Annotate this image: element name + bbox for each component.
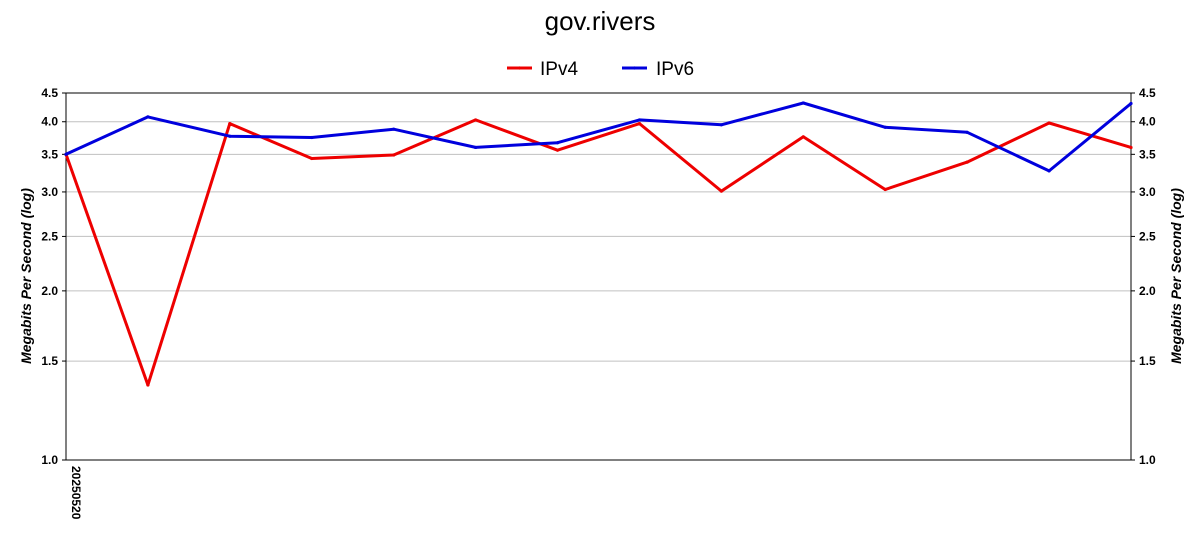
- legend-label-ipv6: IPv6: [656, 59, 694, 80]
- series-line-ipv4: [64, 118, 1132, 387]
- data-point-ipv4: [310, 156, 314, 161]
- data-point-ipv6: [719, 123, 723, 127]
- data-point-ipv4: [801, 135, 805, 139]
- y-tick-label-left: 2.0: [41, 284, 58, 298]
- data-point-ipv4: [637, 121, 642, 126]
- legend-label-ipv4: IPv4: [540, 59, 578, 80]
- y-axis-label-right: Megabits Per Second (log): [1168, 188, 1184, 364]
- y-tick-label-right: 1.5: [1139, 354, 1156, 368]
- y-axis-left: 1.0 1.5 2.0 2.5 3.0 3.5 4.0 4.5: [41, 86, 66, 467]
- data-point-ipv4: [392, 153, 396, 157]
- data-point-ipv4: [555, 148, 560, 152]
- y-tick-label-right: 1.0: [1139, 453, 1156, 467]
- data-point-ipv6: [228, 134, 232, 138]
- legend-item-ipv4: IPv4: [507, 59, 578, 80]
- series-line-ipv6: [65, 101, 1132, 173]
- data-point-ipv4: [1129, 145, 1133, 150]
- series-lines: [64, 101, 1133, 387]
- data-point-ipv6: [1047, 169, 1051, 173]
- data-point-ipv4: [474, 118, 478, 122]
- data-point-ipv4: [883, 187, 887, 192]
- y-tick-label-right: 2.0: [1139, 284, 1156, 298]
- y-tick-label-left: 1.0: [41, 453, 58, 467]
- y-tick-label-right: 3.5: [1139, 147, 1156, 161]
- legend-marker-ipv4: [517, 66, 522, 70]
- y-axis-right: 1.0 1.5 2.0 2.5 3.0 3.5 4.0 4.5: [1131, 86, 1156, 467]
- y-tick-label-right: 3.0: [1139, 185, 1156, 199]
- y-tick-label-right: 4.0: [1139, 115, 1156, 129]
- data-point-ipv4: [1047, 121, 1051, 125]
- gridlines: [66, 121, 1131, 362]
- data-point-ipv6: [555, 141, 560, 145]
- y-tick-label-right: 4.5: [1139, 86, 1156, 100]
- plot-area-border: [65, 92, 1132, 461]
- y-tick-label-left: 3.0: [41, 185, 58, 199]
- data-point-ipv4: [228, 121, 232, 126]
- data-point-ipv6: [1129, 101, 1133, 106]
- y-tick-label-left: 3.5: [41, 147, 58, 161]
- data-point-ipv6: [146, 115, 150, 119]
- y-tick-label-left: 2.5: [41, 229, 58, 243]
- legend: IPv4 IPv6: [507, 59, 694, 80]
- data-point-ipv4: [146, 383, 150, 387]
- y-tick-label-left: 1.5: [41, 354, 58, 368]
- y-tick-label-right: 2.5: [1139, 229, 1156, 243]
- y-axis-label-left: Megabits Per Second (log): [18, 188, 34, 364]
- data-point-ipv6: [310, 135, 314, 140]
- x-tick-label: 20250520: [69, 466, 83, 520]
- data-point-ipv6: [474, 145, 478, 150]
- data-point-ipv6: [883, 125, 887, 129]
- data-point-ipv6: [392, 127, 396, 131]
- data-point-ipv6: [965, 130, 969, 134]
- data-point-ipv6: [637, 118, 642, 122]
- data-point-ipv4: [965, 160, 969, 164]
- data-point-ipv6: [801, 101, 805, 105]
- y-tick-label-left: 4.5: [41, 86, 58, 100]
- chart-title: gov.rivers: [545, 6, 656, 36]
- data-point-ipv6: [64, 152, 68, 156]
- legend-item-ipv6: IPv6: [622, 59, 694, 80]
- legend-marker-ipv6: [632, 66, 637, 70]
- y-tick-label-left: 4.0: [41, 115, 58, 129]
- data-point-ipv4: [719, 189, 723, 193]
